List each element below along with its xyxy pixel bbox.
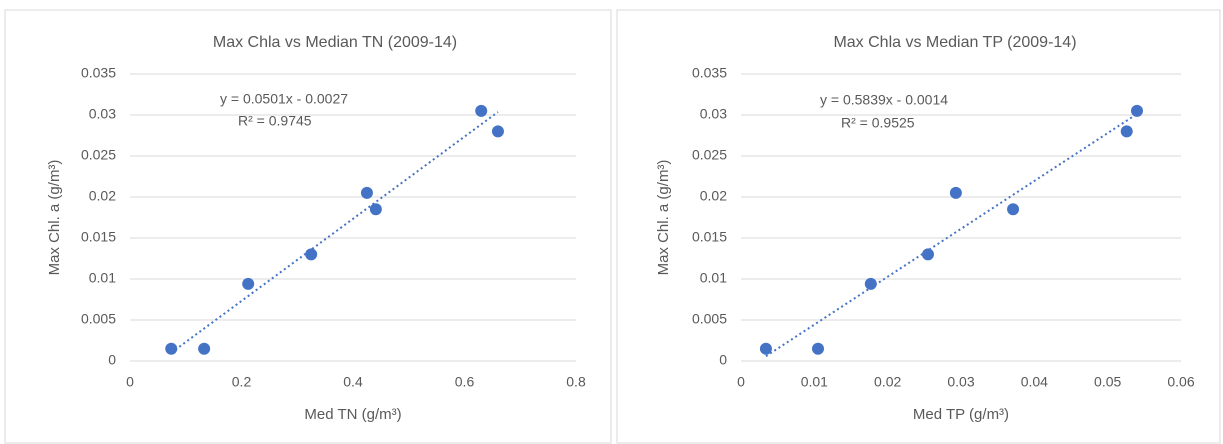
chart-panel	[616, 9, 1221, 444]
data-point	[1007, 203, 1020, 216]
x-axis-label: Med TP (g/m³)	[913, 406, 1009, 423]
x-tick-label: 0.2	[232, 374, 252, 390]
x-tick-label: 0.8	[566, 374, 586, 390]
x-tick-label: 0.04	[1021, 374, 1048, 390]
y-tick-label: 0.035	[81, 65, 116, 81]
trendline-equation: y = 0.0501x - 0.0027	[220, 91, 348, 107]
data-point	[360, 186, 373, 199]
data-point	[922, 248, 934, 261]
data-point	[759, 342, 772, 355]
data-point	[165, 342, 178, 355]
data-point	[305, 248, 318, 261]
x-tick-label: 0.03	[947, 374, 974, 390]
data-point	[949, 186, 962, 199]
y-tick-label: 0.02	[89, 188, 116, 204]
x-tick-label: 0.05	[1094, 374, 1121, 390]
trendline-equation: y = 0.5839x - 0.0014	[820, 92, 948, 108]
data-point	[1131, 104, 1143, 117]
x-tick-label: 0.01	[801, 374, 828, 390]
y-tick-label: 0.035	[692, 65, 727, 81]
x-axis-label: Med TN (g/m³)	[304, 406, 401, 423]
x-tick-label: 0.6	[455, 374, 475, 390]
y-tick-label: 0	[108, 352, 116, 368]
x-tick-label: 0.02	[874, 374, 901, 390]
y-tick-label: 0	[719, 352, 727, 368]
data-point	[1120, 125, 1133, 138]
y-tick-label: 0.03	[700, 106, 727, 122]
chart-title: Max Chla vs Median TP (2009-14)	[833, 34, 1076, 51]
y-tick-label: 0.015	[81, 229, 116, 245]
y-axis-label: Max Chl. a (g/m³)	[46, 160, 63, 276]
x-tick-label: 0.4	[343, 374, 363, 390]
y-axis-label: Max Chl. a (g/m³)	[655, 160, 672, 276]
y-tick-label: 0.015	[692, 229, 727, 245]
chart-panel	[4, 9, 612, 444]
y-tick-label: 0.03	[89, 106, 116, 122]
y-tick-label: 0.02	[700, 188, 727, 204]
x-tick-label: 0	[737, 374, 745, 390]
data-point	[242, 277, 255, 290]
y-tick-label: 0.025	[81, 147, 116, 163]
y-tick-label: 0.005	[692, 311, 727, 327]
data-point	[812, 342, 824, 355]
y-tick-label: 0.005	[81, 311, 116, 327]
data-point	[864, 277, 877, 290]
r-squared: R² = 0.9745	[238, 113, 312, 129]
y-tick-label: 0.01	[89, 270, 116, 286]
data-point	[198, 342, 211, 355]
y-tick-label: 0.025	[692, 147, 727, 163]
data-point	[369, 203, 382, 216]
x-tick-label: 0	[126, 374, 134, 390]
trendline	[765, 113, 1138, 358]
x-tick-label: 0.06	[1167, 374, 1194, 390]
chart-title: Max Chla vs Median TN (2009-14)	[213, 34, 457, 51]
y-tick-label: 0.01	[700, 270, 727, 286]
data-point	[491, 125, 504, 138]
r-squared: R² = 0.9525	[841, 115, 915, 131]
data-point	[475, 104, 488, 117]
